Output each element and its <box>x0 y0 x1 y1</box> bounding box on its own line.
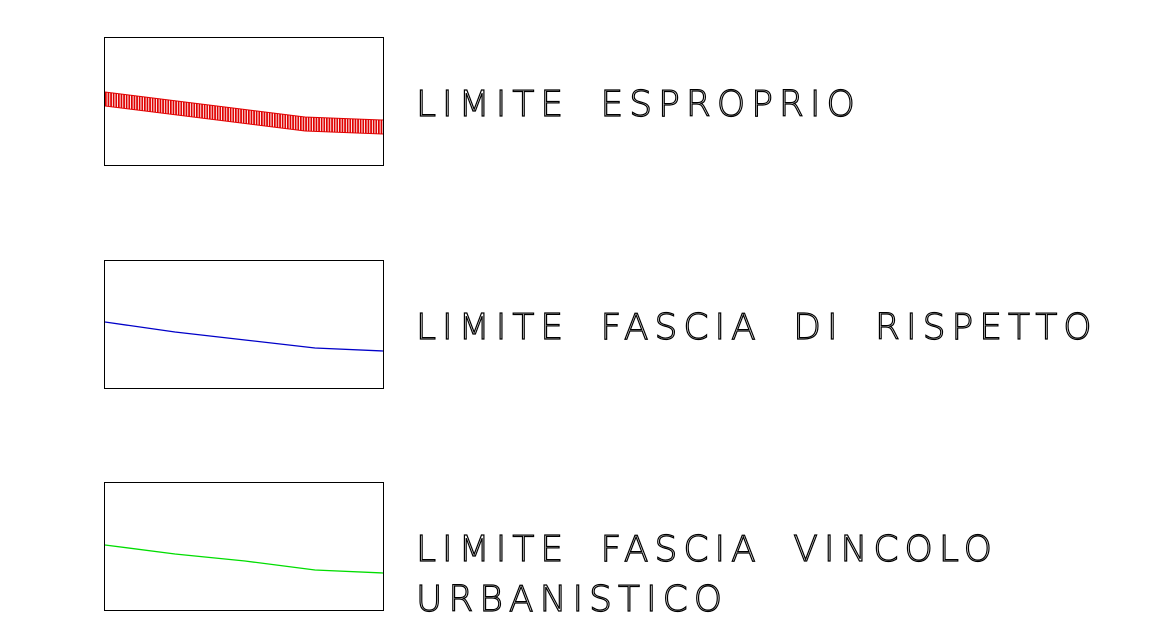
legend-swatch-rispetto <box>104 260 384 389</box>
legend-label-vincolo-line-1: LIMITE FASCIA VINCOLO <box>415 528 998 570</box>
esproprio-band-edge-top <box>105 91 383 121</box>
rispetto-line <box>105 321 383 352</box>
legend-label-vincolo-line-2: URBANISTICO <box>415 578 729 620</box>
esproprio-band-edge-bottom <box>105 105 383 135</box>
rispetto-line-symbol <box>105 321 383 352</box>
esproprio-hatched-band <box>105 92 383 134</box>
legend-label-esproprio-line-1: LIMITE ESPROPRIO <box>415 83 861 125</box>
legend-label-rispetto-line-1: LIMITE FASCIA DI RISPETTO <box>415 306 1098 348</box>
vincolo-line-symbol <box>105 544 383 574</box>
legend-label-esproprio: LIMITE ESPROPRIO <box>415 80 861 130</box>
legend-label-vincolo: LIMITE FASCIA VINCOLO URBANISTICO <box>415 525 998 625</box>
legend-swatch-vincolo <box>104 482 384 611</box>
vincolo-line <box>105 544 383 574</box>
legend-label-rispetto: LIMITE FASCIA DI RISPETTO <box>415 303 1098 353</box>
legend-swatch-esproprio <box>104 37 384 166</box>
esproprio-line-symbol <box>105 91 383 135</box>
